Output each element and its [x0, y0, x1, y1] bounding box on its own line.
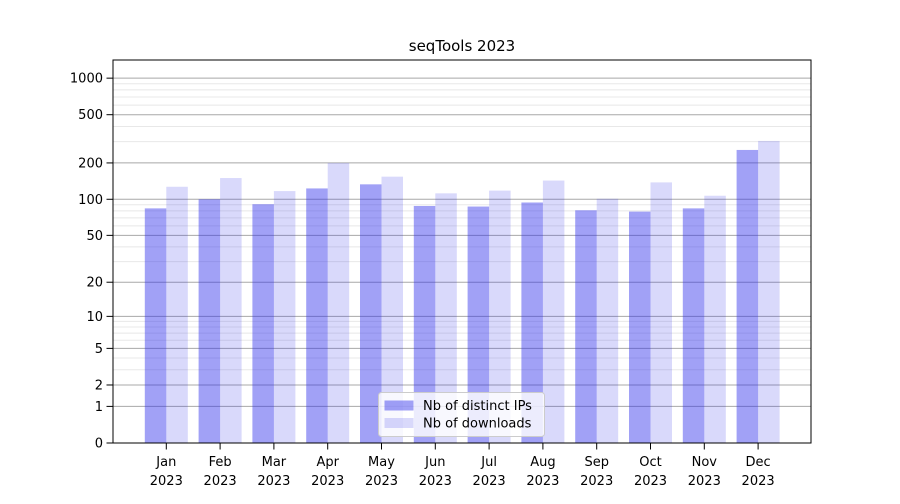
- bar-distinct-ips-aug: [521, 202, 543, 443]
- chart-title: seqTools 2023: [409, 37, 515, 55]
- x-tick-year-jan: 2023: [150, 474, 183, 489]
- x-tick-label-feb: Feb: [209, 455, 232, 470]
- y-tick-label-2: 2: [95, 378, 103, 393]
- y-tick-label-500: 500: [78, 108, 103, 123]
- legend: Nb of distinct IPs Nb of downloads: [378, 392, 545, 437]
- bar-downloads-jul: [489, 190, 511, 443]
- x-axis: Jan 2023 Feb 2023 Mar 2023 Apr 2023 May 2023 Jun 20…: [150, 443, 775, 489]
- y-tick-label-10: 10: [86, 310, 103, 325]
- x-tick-label-jul: Jul: [480, 455, 497, 470]
- x-tick-year-dec: 2023: [742, 474, 775, 489]
- y-axis: 0 1 2 5 10 20 50 100 200 500 1000: [70, 72, 113, 452]
- bar-downloads-may: [381, 176, 403, 443]
- x-tick-label-jan: Jan: [155, 455, 176, 470]
- bar-downloads-nov: [704, 195, 726, 443]
- bar-distinct-ips-feb: [198, 199, 221, 443]
- bar-downloads-jan: [166, 186, 188, 443]
- x-tick-year-sep: 2023: [580, 474, 613, 489]
- x-tick-label-mar: Mar: [262, 455, 287, 470]
- x-tick-year-may: 2023: [365, 474, 398, 489]
- y-tick-label-100: 100: [78, 193, 103, 208]
- bar-distinct-ips-nov: [682, 208, 705, 443]
- bar-distinct-ips-oct: [629, 211, 651, 443]
- legend-label-distinct-ips: Nb of distinct IPs: [423, 399, 532, 414]
- y-tick-label-0: 0: [95, 437, 103, 452]
- x-tick-year-jun: 2023: [419, 474, 452, 489]
- bar-distinct-ips-jun: [413, 205, 436, 443]
- grid-major: [113, 77, 811, 407]
- legend-box: [378, 392, 545, 437]
- x-tick-label-jun: Jun: [424, 455, 445, 470]
- x-tick-label-oct: Oct: [639, 455, 661, 470]
- bar-distinct-ips-jan: [144, 208, 167, 443]
- bar-downloads-feb: [220, 178, 242, 443]
- legend-swatch-downloads: [384, 418, 414, 428]
- grid-minor: [113, 83, 811, 371]
- bar-downloads-aug: [542, 180, 565, 443]
- bar-distinct-ips-dec: [736, 149, 759, 443]
- x-tick-year-mar: 2023: [257, 474, 290, 489]
- x-tick-year-jul: 2023: [473, 474, 506, 489]
- bar-distinct-ips-sep: [575, 210, 597, 443]
- bar-downloads-mar: [273, 191, 296, 443]
- x-tick-label-may: May: [368, 455, 395, 470]
- y-tick-label-200: 200: [78, 156, 103, 171]
- x-tick-label-apr: Apr: [316, 455, 339, 470]
- x-tick-label-nov: Nov: [692, 455, 718, 470]
- plot-frame: [112, 59, 812, 444]
- x-tick-year-nov: 2023: [688, 474, 721, 489]
- y-tick-label-1000: 1000: [70, 72, 103, 87]
- bar-distinct-ips-mar: [252, 204, 274, 443]
- x-tick-year-oct: 2023: [634, 474, 667, 489]
- bar-downloads-oct: [650, 182, 672, 443]
- bar-downloads-jun: [435, 193, 457, 443]
- x-tick-label-dec: Dec: [746, 455, 771, 470]
- legend-swatch-distinct-ips: [384, 400, 414, 411]
- y-tick-label-20: 20: [86, 276, 103, 291]
- bar-distinct-ips-jul: [467, 206, 490, 443]
- y-tick-label-1: 1: [95, 400, 103, 415]
- y-tick-label-50: 50: [86, 229, 103, 244]
- x-tick-year-aug: 2023: [526, 474, 559, 489]
- x-tick-label-sep: Sep: [584, 455, 609, 470]
- x-tick-label-aug: Aug: [530, 455, 555, 470]
- legend-label-downloads: Nb of downloads: [423, 417, 532, 432]
- x-tick-year-feb: 2023: [204, 474, 237, 489]
- y-tick-label-5: 5: [95, 342, 103, 357]
- bar-downloads-sep: [596, 198, 619, 443]
- x-tick-year-apr: 2023: [311, 474, 344, 489]
- bars-group: [144, 140, 780, 444]
- bar-distinct-ips-may: [360, 184, 382, 443]
- bar-downloads-apr: [327, 162, 350, 443]
- bar-distinct-ips-apr: [306, 188, 328, 443]
- bar-downloads-dec: [758, 140, 780, 444]
